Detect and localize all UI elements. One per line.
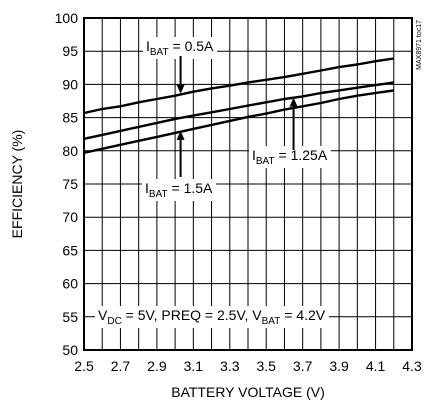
plot-frame [83, 17, 413, 351]
y-tick-label: 95 [62, 43, 78, 59]
y-tick-label: 65 [62, 242, 78, 258]
series-lines [83, 57, 394, 154]
series-line-0 [83, 57, 394, 115]
label-ibat-1.25a: IBAT = 1.25A [252, 147, 328, 167]
y-tick-label: 55 [62, 309, 78, 325]
label-ibat-0.5a: IBAT = 0.5A [146, 38, 214, 58]
x-tick-label: 4.3 [402, 358, 422, 374]
y-tick-label: 85 [62, 110, 78, 126]
y-tick-label: 100 [55, 10, 79, 26]
label-ibat-1.5a: IBAT = 1.5A [145, 180, 213, 200]
y-tick-label: 50 [62, 342, 78, 358]
figure-id: MAX8971 toc17 [416, 20, 423, 70]
conditions-bg [95, 306, 329, 328]
x-tick-label: 2.9 [147, 358, 167, 374]
arrow-1.5a-head [176, 130, 185, 140]
label-bg-0.5a [143, 37, 218, 59]
x-tick-label: 3.5 [256, 358, 276, 374]
label-bg-1.25a [249, 146, 331, 168]
series-line-2 [83, 89, 394, 154]
y-tick-label: 70 [62, 209, 78, 225]
y-axis-label: EFFICIENCY (%) [9, 130, 25, 239]
grid [84, 18, 412, 350]
y-tick-label: 80 [62, 143, 78, 159]
x-tick-label: 3.3 [220, 358, 240, 374]
x-tick-label: 3.9 [329, 358, 349, 374]
y-tick-label: 90 [62, 76, 78, 92]
x-tick-label: 3.1 [184, 358, 204, 374]
y-tick-label: 75 [62, 176, 78, 192]
conditions-label: VDC = 5V, PREQ = 2.5V, VBAT = 4.2V [98, 307, 326, 327]
tick-labels: 2.5 2.7 2.9 3.1 3.3 3.5 3.7 3.9 4.1 4.3 50 55 60 65 70… [55, 10, 422, 374]
x-axis-label: BATTERY VOLTAGE (V) [171, 384, 325, 400]
arrows [176, 56, 298, 177]
x-tick-label: 3.7 [293, 358, 313, 374]
annotations: IBAT = 0.5A IBAT = 1.25A IBAT = 1.5A VDC… [95, 37, 331, 328]
y-tick-label: 60 [62, 276, 78, 292]
x-tick-label: 2.5 [74, 358, 94, 374]
label-bg-1.5a [142, 179, 217, 201]
arrow-1.25a-head [289, 97, 298, 107]
x-tick-label: 2.7 [111, 358, 131, 374]
series-line-1 [83, 81, 394, 140]
x-tick-label: 4.1 [366, 358, 386, 374]
arrow-0.5a-head [176, 84, 185, 94]
